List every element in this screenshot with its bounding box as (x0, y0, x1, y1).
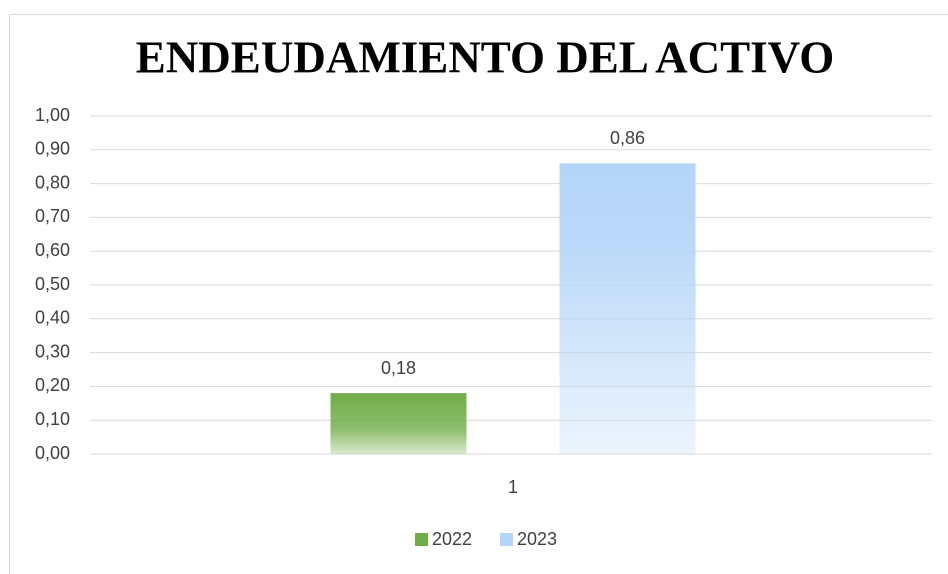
legend-label: 2022 (432, 529, 472, 549)
y-tick-label: 0,80 (35, 172, 70, 192)
legend-swatch (415, 533, 428, 546)
bar (330, 393, 467, 454)
y-tick-label: 0,50 (35, 274, 70, 294)
y-tick-label: 0,70 (35, 206, 70, 226)
y-tick-label: 0,00 (35, 443, 70, 463)
legend-swatch (500, 533, 513, 546)
y-tick-label: 1,00 (35, 105, 70, 125)
chart-border (9, 14, 948, 574)
data-label: 0,18 (381, 358, 416, 378)
chart-title: ENDEUDAMIENTO DEL ACTIVO (136, 32, 834, 82)
y-tick-label: 0,40 (35, 308, 70, 328)
y-tick-label: 0,20 (35, 375, 70, 395)
data-label: 0,86 (610, 128, 645, 148)
legend-label: 2023 (517, 529, 557, 549)
x-tick-label: 1 (508, 477, 518, 497)
y-tick-label: 0,90 (35, 139, 70, 159)
bar (559, 163, 696, 454)
y-tick-label: 0,10 (35, 409, 70, 429)
y-tick-label: 0,30 (35, 341, 70, 361)
y-tick-label: 0,60 (35, 240, 70, 260)
